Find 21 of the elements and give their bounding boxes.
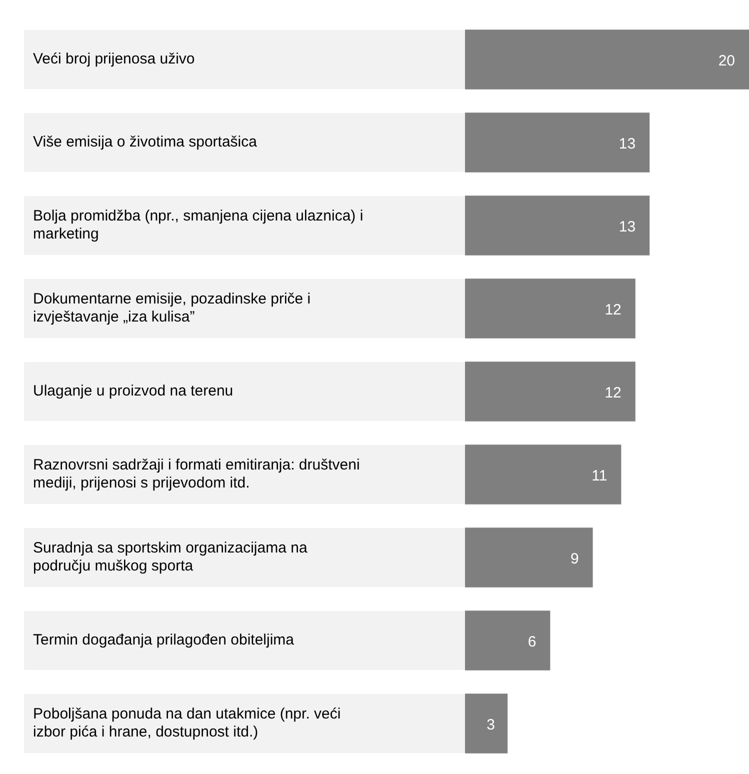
bar [465, 694, 508, 754]
bar [465, 610, 550, 670]
data-label: 6 [528, 634, 536, 651]
y-tick-label: Dokumentarne emisije, pozadinske priče i izvještavanje „iza kulisa” [33, 290, 311, 326]
data-label: 13 [618, 218, 636, 236]
data-label: 12 [604, 384, 622, 402]
data-label: 13 [618, 136, 636, 153]
y-tick-label: Termin događanja prilagođen obiteljima [33, 632, 295, 649]
data-label: 9 [570, 550, 579, 568]
y-tick-label: Veći broj prijenosa uživo [33, 50, 195, 68]
y-tick-label: Raznovrsni sadržaji i formati emitiranja: društveni mediji, prijenosi s prijevodom itd. [33, 456, 360, 492]
y-tick-label: Bolja promidžba (npr., smanjena cijena ulaznica) i marketing [33, 208, 364, 243]
data-label: 3 [486, 716, 495, 734]
data-label: 20 [718, 52, 735, 70]
data-label: 11 [592, 468, 608, 485]
y-tick-label: Suradnja sa sportskim organizacijama na području muškog sporta [33, 540, 308, 575]
y-tick-label: Više emisija o životima sportašica [33, 134, 258, 151]
y-tick-label: Poboljšana ponuda na dan utakmice (npr. veći izbor pića i hrane, dostupnost itd.) [33, 706, 341, 741]
data-label: 12 [604, 302, 622, 319]
bar [465, 528, 593, 588]
y-tick-label: Ulaganje u proizvod na terenu [33, 382, 234, 400]
